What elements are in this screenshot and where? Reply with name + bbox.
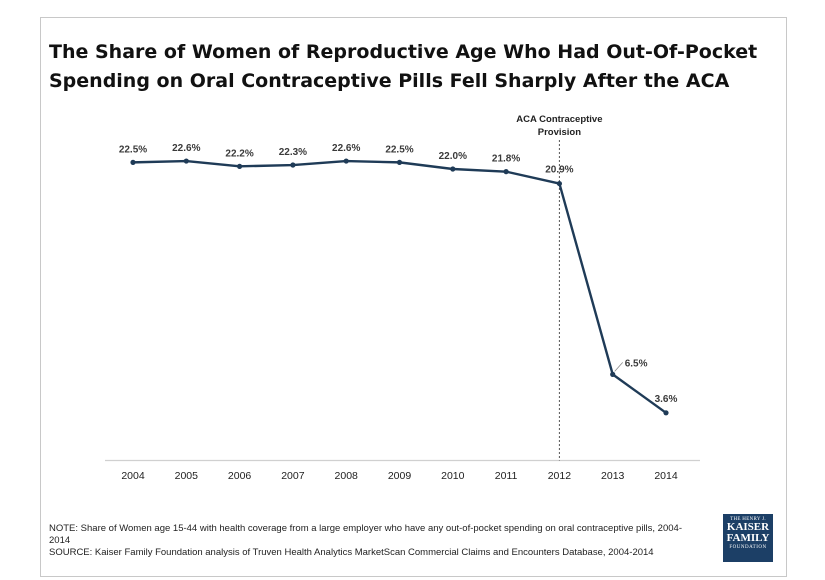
data-label: 21.8% (492, 154, 520, 165)
annotation-line-2: Provision (538, 127, 581, 138)
logo-line-2: KAISER (726, 521, 770, 533)
data-label: 3.6% (655, 394, 678, 405)
chart-title: The Share of Women of Reproductive Age W… (49, 38, 769, 96)
x-tick-label: 2007 (281, 470, 305, 482)
data-point (290, 162, 296, 168)
data-label: 20.9% (545, 165, 573, 176)
data-point (556, 180, 563, 187)
data-point (503, 169, 509, 175)
data-point (130, 159, 136, 165)
series-line (132, 159, 667, 414)
data-label: 22.6% (172, 143, 200, 154)
x-tick-label: 2014 (654, 470, 678, 482)
x-tick-label: 2005 (175, 470, 199, 482)
logo-line-4: FOUNDATION (729, 545, 767, 550)
logo-line-3: FAMILY (726, 532, 770, 544)
x-tick-label: 2012 (548, 470, 572, 482)
annotation-line-1: ACA Contraceptive (516, 114, 602, 125)
data-label: 22.3% (279, 147, 307, 158)
data-point (183, 158, 189, 164)
source-text: SOURCE: Kaiser Family Foundation analysi… (49, 547, 654, 558)
data-point (663, 410, 669, 416)
data-label: 22.6% (332, 143, 360, 154)
x-tick-label: 2010 (441, 470, 465, 482)
title-line-1: The Share of Women of Reproductive Age W… (49, 41, 758, 63)
data-label: 22.2% (225, 148, 253, 159)
x-tick-label: 2008 (335, 470, 359, 482)
data-point (450, 166, 456, 172)
chart-frame (40, 17, 787, 577)
x-tick-label: 2013 (601, 470, 625, 482)
data-point (343, 158, 349, 164)
data-label: 22.5% (385, 144, 413, 155)
data-point (610, 371, 616, 377)
x-tick-label: 2011 (495, 470, 518, 482)
x-tick-label: 2004 (121, 470, 145, 482)
logo-line-1: THE HENRY J. (730, 517, 766, 522)
data-label: 6.5% (625, 358, 648, 369)
data-point (396, 159, 403, 165)
title-line-2: Spending on Oral Contraceptive Pills Fel… (49, 70, 730, 92)
label-leader-2013 (614, 362, 623, 372)
chart-notes: NOTE: Share of Women age 15-44 with heal… (49, 523, 699, 559)
kff-logo: THE HENRY J. KAISER FAMILY FOUNDATION (723, 514, 773, 562)
data-point (237, 163, 243, 169)
data-label: 22.5% (119, 144, 147, 155)
x-tick-label: 2006 (228, 470, 252, 482)
x-tick-label: 2009 (388, 470, 412, 482)
note-text: NOTE: Share of Women age 15-44 with heal… (49, 523, 682, 546)
data-label: 22.0% (439, 151, 467, 162)
